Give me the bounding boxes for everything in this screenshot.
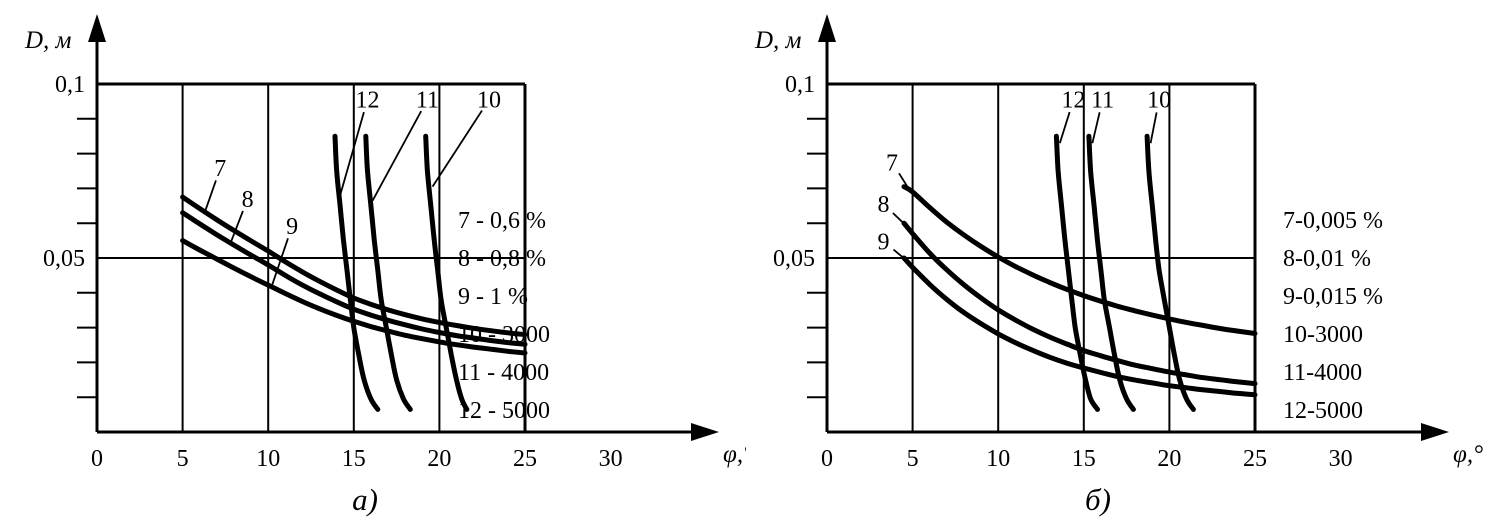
curve-12: [332, 133, 381, 412]
curve-label-9: 9: [286, 214, 298, 240]
legend-item: 10 - 3000: [458, 322, 550, 348]
x-axis-label: φ,°: [1453, 441, 1483, 468]
chart-caption-a: а): [352, 482, 378, 517]
x-tick-label: 25: [1243, 446, 1267, 472]
chart-svg-a: 78 9 12 11 10 D, м φ,° 0,1 0,05 0 5 10 15 20 25 30 7 - 0…: [24, 14, 753, 517]
x-tick-label: 15: [342, 446, 366, 472]
curve-label-7: 7: [886, 150, 898, 176]
curve-7: [901, 184, 1258, 336]
y-axis-arrow: [818, 14, 836, 42]
x-tick-label: 0: [91, 446, 103, 472]
y-tick-label: 0,05: [43, 246, 85, 272]
x-tick-label: 0: [821, 446, 833, 472]
chart-panel-a: 78 9 12 11 10 D, м φ,° 0,1 0,05 0 5 10 15 20 25 30 7 - 0…: [0, 0, 753, 526]
y-axis-label: D, м: [754, 27, 802, 54]
label-leader-line: [270, 238, 289, 287]
curve-label-12: 12: [1062, 88, 1086, 114]
chart-caption-b: б): [1085, 482, 1111, 517]
y-tick-label: 0,1: [785, 72, 815, 98]
legend-item: 7-0,005 %: [1283, 208, 1383, 234]
y-tick-label: 0,1: [55, 72, 85, 98]
curve-label-10: 10: [477, 88, 501, 114]
label-leader-line: [229, 210, 244, 244]
x-tick-label: 25: [513, 446, 537, 472]
curve-label-9: 9: [877, 229, 889, 255]
y-axis-arrow: [88, 14, 106, 42]
curve-label-8: 8: [242, 187, 254, 213]
curve-11: [363, 133, 413, 412]
legend-item: 8 - 0,8 %: [458, 246, 546, 272]
chart-svg-b: 7 8 9 12 11 10 D, м φ,° 0,1 0,05 0 5 10 15 20 25 30 7-0,0…: [754, 14, 1483, 517]
x-tick-label: 5: [907, 446, 919, 472]
label-leader-line: [339, 111, 365, 196]
label-leader-line: [1091, 112, 1101, 144]
legend-item: 11-4000: [1283, 360, 1362, 386]
label-leader-line: [204, 180, 217, 213]
curve-label-11: 11: [416, 88, 439, 114]
x-tick-label: 10: [986, 446, 1010, 472]
legend-item: 8-0,01 %: [1283, 246, 1371, 272]
x-tick-label: 30: [599, 446, 623, 472]
legend-item: 12-5000: [1283, 398, 1363, 424]
x-axis-label: φ,°: [723, 441, 746, 468]
curve-10: [1144, 133, 1196, 412]
curve-label-12: 12: [355, 88, 379, 114]
legend-item: 10-3000: [1283, 322, 1363, 348]
x-tick-label: 15: [1072, 446, 1096, 472]
x-axis-arrow: [1421, 423, 1449, 441]
label-leader-line: [1149, 112, 1158, 144]
x-tick-label: 20: [427, 446, 451, 472]
curve-7: [180, 194, 528, 338]
curve-label-7: 7: [214, 156, 226, 182]
y-axis-label: D, м: [24, 27, 72, 54]
legend-item: 11 - 4000: [458, 360, 549, 386]
legend-item: 9-0,015 %: [1283, 284, 1383, 310]
chart-panel-b: 7 8 9 12 11 10 D, м φ,° 0,1 0,05 0 5 10 15 20 25 30 7-0,0…: [746, 0, 1492, 526]
label-leader-line: [431, 110, 483, 188]
x-axis-arrow: [691, 423, 719, 441]
curve-label-11: 11: [1091, 88, 1114, 114]
curve-11: [1086, 133, 1136, 412]
curve-8: [901, 220, 1258, 387]
x-tick-label: 20: [1157, 446, 1181, 472]
legend-item: 12 - 5000: [458, 398, 550, 424]
curve-10: [423, 133, 470, 412]
curve-label-8: 8: [877, 192, 889, 218]
x-tick-label: 10: [256, 446, 280, 472]
y-tick-label: 0,05: [773, 246, 815, 272]
curve-9: [901, 255, 1258, 398]
x-tick-label: 5: [177, 446, 189, 472]
legend-item: 7 - 0,6 %: [458, 208, 546, 234]
curve-label-10: 10: [1147, 88, 1171, 114]
legend-item: 9 - 1 %: [458, 284, 528, 310]
x-tick-label: 30: [1329, 446, 1353, 472]
label-leader-line: [371, 110, 423, 202]
label-leader-line: [1058, 111, 1071, 144]
curve-12: [1053, 133, 1100, 412]
